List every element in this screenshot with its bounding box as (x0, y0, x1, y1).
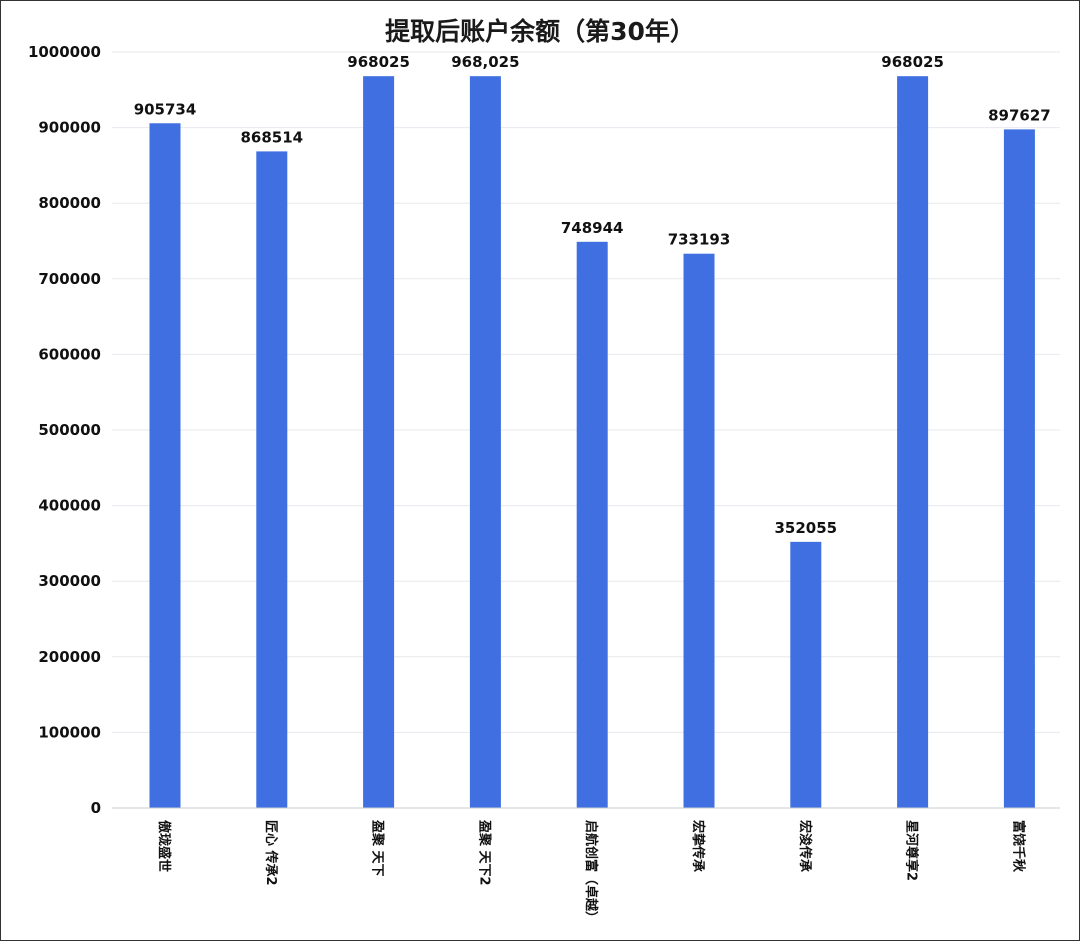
data-label: 968,025 (451, 53, 519, 71)
data-label: 733193 (668, 231, 731, 249)
y-tick-label: 800000 (38, 194, 101, 212)
y-tick-label: 400000 (38, 497, 101, 515)
x-tick-label: 启航创富（卓越） (583, 820, 599, 924)
data-labels: 905734 868514 968025 968,025 748944 733193 352… (134, 53, 1051, 537)
bar (149, 123, 181, 809)
bar (256, 151, 288, 808)
data-label: 905734 (134, 100, 197, 118)
y-tick-label: 600000 (38, 345, 101, 363)
bar (897, 76, 929, 809)
x-tick-label: 宏浚传承 (797, 820, 813, 872)
x-tick-label: 匠心 传承2 (263, 820, 279, 886)
y-tick-label: 300000 (38, 572, 101, 590)
data-label: 897627 (988, 106, 1051, 124)
y-tick-label: 200000 (38, 648, 101, 666)
data-label: 868514 (240, 128, 303, 146)
y-tick-label: 0 (91, 799, 101, 817)
y-tick-label: 1000000 (28, 43, 101, 61)
x-tick-label: 星河尊享2 (904, 820, 920, 881)
data-label: 352055 (774, 519, 837, 537)
x-tick-label: 盈聚 天下2 (476, 819, 491, 886)
x-tick-label: 富饶千秋 (1010, 820, 1026, 873)
bars (149, 76, 1035, 809)
bar (576, 241, 608, 808)
x-tick-label: 宏挚传承 (690, 820, 706, 872)
bar (1003, 129, 1035, 808)
y-axis-ticks: 0 100000 200000 300000 400000 500000 600000 700… (28, 43, 101, 817)
y-tick-label: 900000 (38, 119, 101, 137)
x-axis-labels: 傲珑盛世 匠心 传承2 盈聚 天下 盈聚 天下2 启航创富（卓越） 宏挚传承 宏浚传承 星河尊… (156, 819, 1026, 924)
bar (363, 76, 395, 809)
data-label: 968025 (347, 53, 410, 71)
chart-title: 提取后账户余额（第30年） (385, 17, 695, 46)
y-tick-label: 700000 (38, 270, 101, 288)
x-tick-label: 傲珑盛世 (156, 820, 172, 872)
bar (683, 253, 715, 809)
bar (790, 541, 822, 808)
y-tick-label: 100000 (38, 723, 101, 741)
y-tick-label: 500000 (38, 421, 101, 439)
data-label: 748944 (561, 219, 624, 237)
bar (469, 76, 501, 809)
data-label: 968025 (881, 53, 944, 71)
x-tick-label: 盈聚 天下 (370, 819, 385, 877)
